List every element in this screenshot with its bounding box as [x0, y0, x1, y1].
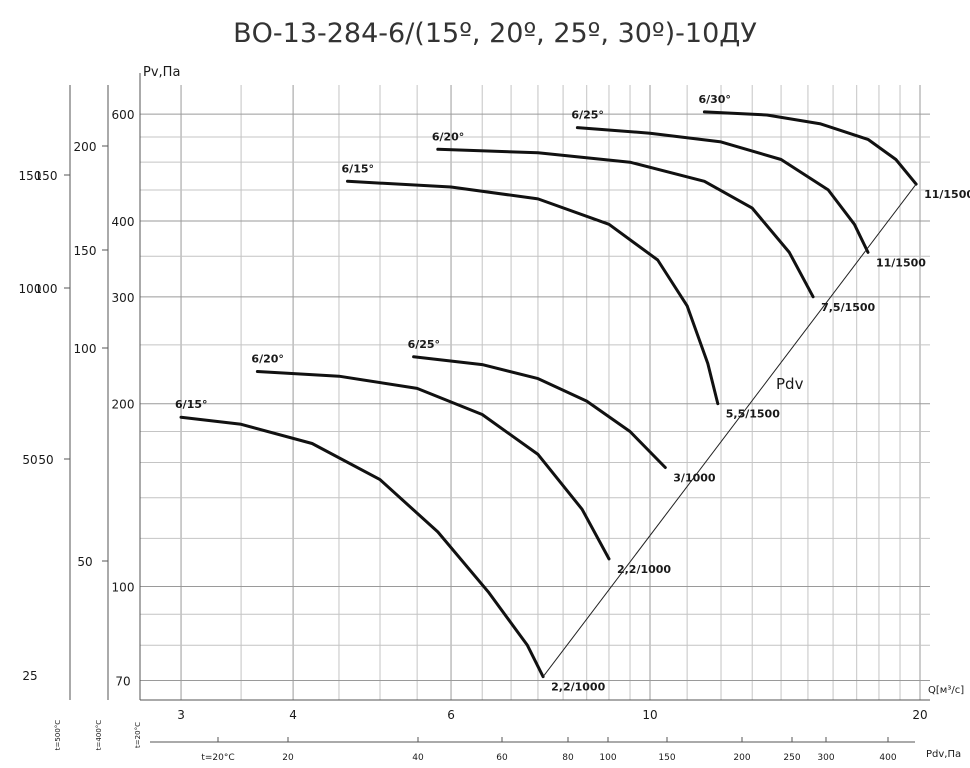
secondary-x-tick-label: t=20°C — [201, 753, 234, 763]
series-curve — [255, 370, 611, 561]
x-tick-label: 4 — [289, 708, 297, 722]
secondary-x-tick-label: 200 — [733, 753, 750, 763]
temperature-label: t=20°C — [134, 722, 142, 748]
series-name-label: 6/25° — [571, 109, 603, 122]
chart-title: ВО-13-284-6/(15º, 20º, 25º, 30º)-10ДУ — [233, 18, 757, 49]
series-curve — [702, 110, 918, 186]
series-end-label: 7,5/1500 — [821, 301, 875, 314]
secondary-y-tick-label: 100 — [35, 282, 58, 296]
y-tick-label: 300 — [112, 291, 135, 305]
series-end-label: 11/1500 — [924, 188, 970, 201]
series-name-label: 6/20° — [251, 352, 283, 365]
tertiary-y-tick-label: 50 — [22, 453, 37, 467]
series-curve — [436, 147, 815, 299]
temperature-label: t=400°C — [95, 720, 103, 750]
x-axis-label: Q[м³/с] — [928, 685, 964, 696]
pdv-line-label: Pdv — [776, 375, 804, 393]
secondary-x-tick-label: 40 — [412, 753, 424, 763]
series-end-label: 2,2/1000 — [551, 681, 605, 694]
tertiary-y-tick-label: 25 — [22, 669, 37, 683]
tertiary-y-tick-label: 100 — [19, 282, 42, 296]
grid — [140, 85, 930, 700]
series-name-label: 6/20° — [432, 130, 464, 143]
secondary-y-tick-label: 150 — [35, 169, 58, 183]
series-name-label: 6/15° — [175, 398, 207, 411]
x-tick-label: 3 — [177, 708, 185, 722]
secondary-x-tick-label: 20 — [282, 753, 294, 763]
y-tick-label: 100 — [112, 580, 135, 594]
axes: 70 100 200 300 400 600 Pv,Па 50 100 150 200 50 100 15… — [19, 65, 965, 763]
series-layer — [179, 110, 918, 679]
labels-layer: 6/15° 2,2/1000 6/20° 2,2/1000 6/25° 3/1000 6/1… — [175, 93, 970, 694]
secondary-y-tick-label: 50 — [77, 555, 92, 569]
secondary-x-axis-label: Pdv,Па — [926, 749, 961, 760]
tertiary-y-tick-label: 150 — [19, 169, 42, 183]
secondary-x-tick-label: 300 — [817, 753, 834, 763]
series-name-label: 6/25° — [408, 338, 440, 351]
secondary-y-tick-label: 50 — [38, 453, 53, 467]
secondary-x-tick-label: 400 — [879, 753, 896, 763]
temperature-label: t=500°C — [54, 720, 62, 750]
secondary-y-tick-label: 150 — [74, 244, 97, 258]
secondary-y-tick-label: 200 — [74, 140, 97, 154]
y-axis-label: Pv,Па — [143, 65, 180, 80]
series-curve — [179, 415, 545, 679]
series-end-label: 2,2/1000 — [617, 563, 671, 576]
x-tick-label: 10 — [642, 708, 657, 722]
y-tick-label: 200 — [112, 398, 135, 412]
series-curve — [346, 179, 720, 406]
y-tick-label: 70 — [115, 674, 130, 688]
secondary-y-tick-label: 100 — [74, 342, 97, 356]
x-tick-label: 6 — [447, 708, 455, 722]
x-tick-label: 20 — [912, 708, 927, 722]
series-curve — [575, 126, 870, 254]
secondary-x-tick-label: 150 — [658, 753, 675, 763]
secondary-x-tick-label: 80 — [562, 753, 574, 763]
series-name-label: 6/30° — [698, 93, 730, 106]
series-end-label: 11/1500 — [876, 256, 926, 269]
y-tick-label: 600 — [112, 108, 135, 122]
series-end-label: 5,5/1500 — [726, 408, 780, 421]
secondary-x-tick-label: 60 — [496, 753, 508, 763]
y-tick-label: 400 — [112, 215, 135, 229]
secondary-x-tick-label: 100 — [599, 753, 616, 763]
series-end-label: 3/1000 — [673, 472, 716, 485]
pdv-line — [542, 183, 917, 678]
series-name-label: 6/15° — [342, 162, 374, 175]
series-curve — [412, 355, 667, 469]
secondary-x-tick-label: 250 — [783, 753, 800, 763]
